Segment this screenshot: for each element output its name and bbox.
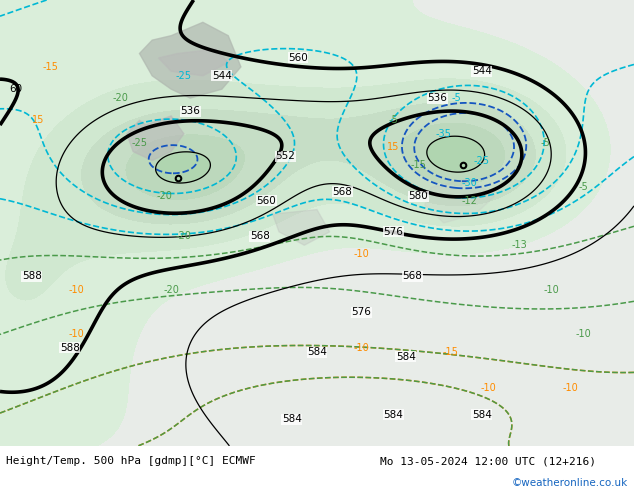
Text: -10: -10 <box>68 329 84 340</box>
Polygon shape <box>127 116 184 161</box>
Text: -5: -5 <box>388 115 398 125</box>
Text: 584: 584 <box>307 347 327 357</box>
Text: -12: -12 <box>461 196 477 206</box>
Text: -10: -10 <box>563 383 578 393</box>
Text: 560: 560 <box>288 53 308 63</box>
Text: 576: 576 <box>383 227 403 237</box>
Text: 544: 544 <box>212 71 232 81</box>
Text: 552: 552 <box>275 151 295 161</box>
Text: -10: -10 <box>576 329 591 340</box>
Text: -20: -20 <box>157 191 173 201</box>
Text: 544: 544 <box>472 66 492 76</box>
Text: -25: -25 <box>176 71 192 81</box>
Text: -20: -20 <box>112 93 129 103</box>
Text: 536: 536 <box>427 93 448 103</box>
Text: -10: -10 <box>481 383 496 393</box>
Text: 568: 568 <box>332 187 353 197</box>
Polygon shape <box>0 0 634 446</box>
Text: 584: 584 <box>396 352 416 362</box>
Text: -13: -13 <box>512 240 527 250</box>
Text: 588: 588 <box>60 343 80 353</box>
Text: -30: -30 <box>462 178 477 188</box>
Text: -10: -10 <box>544 285 559 295</box>
Text: -15: -15 <box>442 347 458 357</box>
Text: 580: 580 <box>408 191 429 201</box>
Text: -25: -25 <box>474 155 490 166</box>
Text: 536: 536 <box>180 106 200 117</box>
Text: -5: -5 <box>451 93 462 103</box>
Text: 15: 15 <box>32 115 44 125</box>
Text: 584: 584 <box>383 410 403 420</box>
Polygon shape <box>158 49 228 76</box>
Text: 576: 576 <box>351 307 372 317</box>
Text: 15: 15 <box>387 142 399 152</box>
Polygon shape <box>425 178 495 223</box>
Text: 588: 588 <box>22 271 42 281</box>
Text: Height/Temp. 500 hPa [gdmp][°C] ECMWF: Height/Temp. 500 hPa [gdmp][°C] ECMWF <box>6 456 256 466</box>
Polygon shape <box>273 210 330 245</box>
Text: 560: 560 <box>256 196 276 206</box>
Text: -10: -10 <box>354 249 369 259</box>
Text: -15: -15 <box>410 160 427 170</box>
Text: -5: -5 <box>578 182 588 192</box>
Text: -10: -10 <box>68 285 84 295</box>
Text: 60: 60 <box>10 84 23 94</box>
Polygon shape <box>139 22 241 98</box>
Text: -20: -20 <box>176 231 192 242</box>
Text: ©weatheronline.co.uk: ©weatheronline.co.uk <box>512 478 628 489</box>
Text: -15: -15 <box>42 62 59 72</box>
Text: -20: -20 <box>163 285 179 295</box>
Text: Mo 13-05-2024 12:00 UTC (12+216): Mo 13-05-2024 12:00 UTC (12+216) <box>380 456 597 466</box>
Text: 568: 568 <box>402 271 422 281</box>
Text: 584: 584 <box>281 414 302 424</box>
Text: -25: -25 <box>131 138 148 147</box>
Text: 584: 584 <box>472 410 492 420</box>
Text: 568: 568 <box>250 231 270 242</box>
Text: -35: -35 <box>436 129 452 139</box>
Text: -10: -10 <box>354 343 369 353</box>
Text: -5: -5 <box>540 138 550 147</box>
